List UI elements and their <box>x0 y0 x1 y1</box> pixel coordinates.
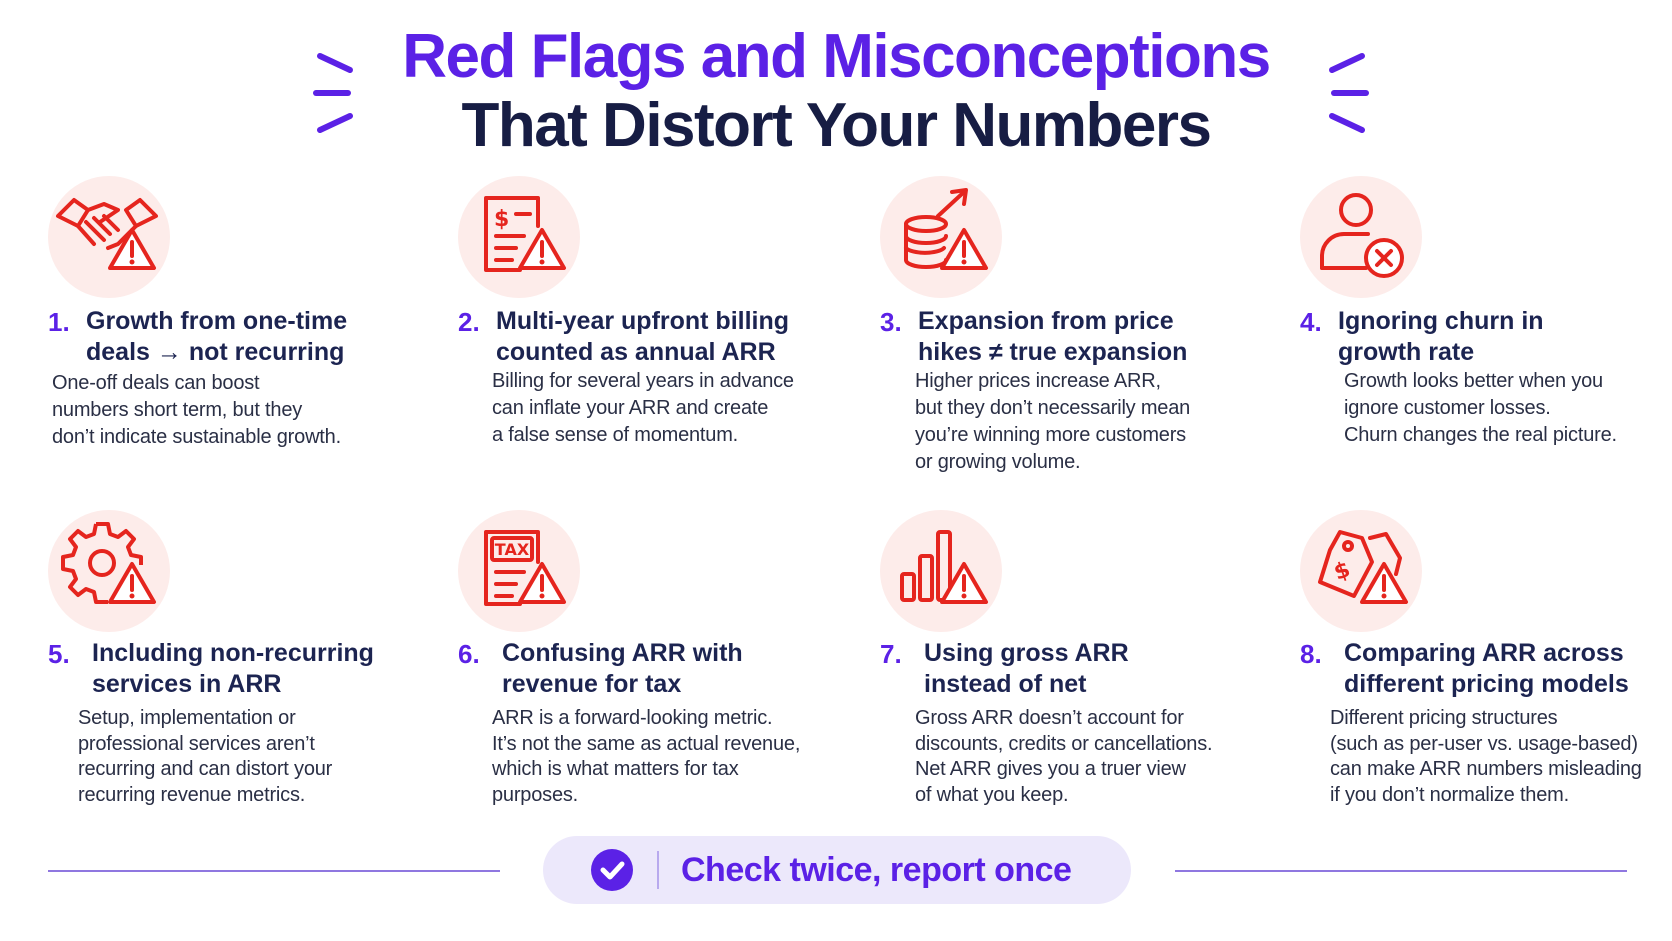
description-line: of what you keep. <box>915 783 1069 806</box>
heading-line: Expansion from price <box>918 307 1174 335</box>
invoice-warning-icon: $ <box>458 176 580 298</box>
card-number: 5. <box>48 639 70 669</box>
dollar-label: $ <box>494 207 509 232</box>
description-line: One-off deals can boost <box>52 372 260 394</box>
description-line: but they don’t necessarily mean <box>915 397 1191 419</box>
card-number: 6. <box>458 639 480 669</box>
card-number: 7. <box>880 639 902 669</box>
heading-line: revenue for tax <box>502 670 682 698</box>
description-line: Billing for several years in advance <box>492 370 794 392</box>
description-line: discounts, credits or cancellations. <box>915 732 1213 755</box>
tax-document-warning-icon: TAX <box>458 510 580 632</box>
description-line: Net ARR gives you a truer view <box>915 758 1186 780</box>
description-line: can inflate your ARR and create <box>492 397 769 419</box>
heading-line: different pricing models <box>1344 670 1629 698</box>
card-number: 8. <box>1300 639 1322 669</box>
description-line: purposes. <box>492 783 579 806</box>
description-line: or growing volume. <box>915 451 1081 473</box>
footer-text: Check twice, report once <box>681 851 1072 889</box>
description-line: Higher prices increase ARR, <box>915 370 1161 392</box>
heading-line: Confusing ARR with <box>502 639 743 667</box>
description-line: ignore customer losses. <box>1344 397 1551 419</box>
card-number: 2. <box>458 307 480 337</box>
description-line: if you don’t normalize them. <box>1330 783 1569 806</box>
heading-line: hikes ≠ true expansion <box>918 338 1188 366</box>
heading-line: Comparing ARR across <box>1344 639 1624 667</box>
card-description: Different pricing structures (such as pe… <box>1330 706 1672 808</box>
description-line: Churn changes the real picture. <box>1344 424 1617 446</box>
heading-line: Growth from one-time <box>86 307 348 335</box>
dollar-label: $ <box>1331 557 1354 586</box>
burst-right-icon <box>1329 53 1369 133</box>
description-line: It’s not the same as actual revenue, <box>492 732 801 755</box>
heading-line: deals → not recurring <box>86 338 345 366</box>
heading-line: Using gross ARR <box>924 639 1129 667</box>
description-line: a false sense of momentum. <box>492 424 739 446</box>
coins-arrow-warning-icon <box>880 176 1002 298</box>
card-description: Higher prices increase ARR, but they don… <box>915 368 1275 476</box>
card-description: Gross ARR doesn’t account for discounts,… <box>915 706 1275 808</box>
heading-line: instead of net <box>924 670 1087 698</box>
footer-separator <box>657 851 659 889</box>
card-description: ARR is a forward-looking metric. It’s no… <box>492 706 852 808</box>
title-line-2: That Distort Your Numbers <box>461 91 1212 160</box>
heading-line: Multi-year upfront billing <box>496 307 790 335</box>
price-tags-warning-icon: $ <box>1300 510 1422 632</box>
footer-divider-left <box>48 870 500 872</box>
description-line: you’re winning more customers <box>915 424 1186 446</box>
description-line: numbers short term, but they <box>52 399 303 421</box>
description-line: Gross ARR doesn’t account for <box>915 707 1184 729</box>
card-description: Billing for several years in advance can… <box>492 368 852 449</box>
description-line: Different pricing structures <box>1330 707 1558 729</box>
handshake-warning-icon <box>48 176 170 298</box>
card-number: 1. <box>48 307 70 337</box>
description-line: (such as per-user vs. usage-based) <box>1330 732 1638 755</box>
gear-warning-icon <box>48 510 170 632</box>
title-line-1: Red Flags and Misconceptions <box>402 22 1271 91</box>
card-description: Setup, implementation or professional se… <box>78 706 438 808</box>
card-description: One-off deals can boost numbers short te… <box>52 370 412 451</box>
card-description: Growth looks better when you ignore cust… <box>1344 368 1672 449</box>
description-line: recurring and can distort your <box>78 758 333 780</box>
bar-chart-warning-icon <box>880 510 1002 632</box>
heading-line: services in ARR <box>92 670 282 698</box>
footer-divider-right <box>1175 870 1627 872</box>
checkmark-circle-icon <box>591 849 633 891</box>
description-line: which is what matters for tax <box>492 758 739 780</box>
heading-line: Including non-recurring <box>92 639 374 667</box>
description-line: can make ARR numbers misleading <box>1330 758 1642 780</box>
burst-left-icon <box>313 53 353 133</box>
heading-line: counted as annual ARR <box>496 338 776 366</box>
heading-line: growth rate <box>1338 338 1475 366</box>
description-line: Setup, implementation or <box>78 707 296 729</box>
description-line: professional services aren’t <box>78 732 315 755</box>
tax-label: TAX <box>495 540 530 559</box>
card-number: 4. <box>1300 307 1322 337</box>
description-line: recurring revenue metrics. <box>78 783 306 806</box>
description-line: don’t indicate sustainable growth. <box>52 426 341 448</box>
footer-callout: Check twice, report once <box>543 836 1131 904</box>
heading-line: Ignoring churn in <box>1338 307 1544 335</box>
description-line: ARR is a forward-looking metric. <box>492 707 773 729</box>
user-remove-icon <box>1300 176 1422 298</box>
card-number: 3. <box>880 307 902 337</box>
description-line: Growth looks better when you <box>1344 370 1603 392</box>
page-title: Red Flags and Misconceptions That Distor… <box>0 22 1672 160</box>
